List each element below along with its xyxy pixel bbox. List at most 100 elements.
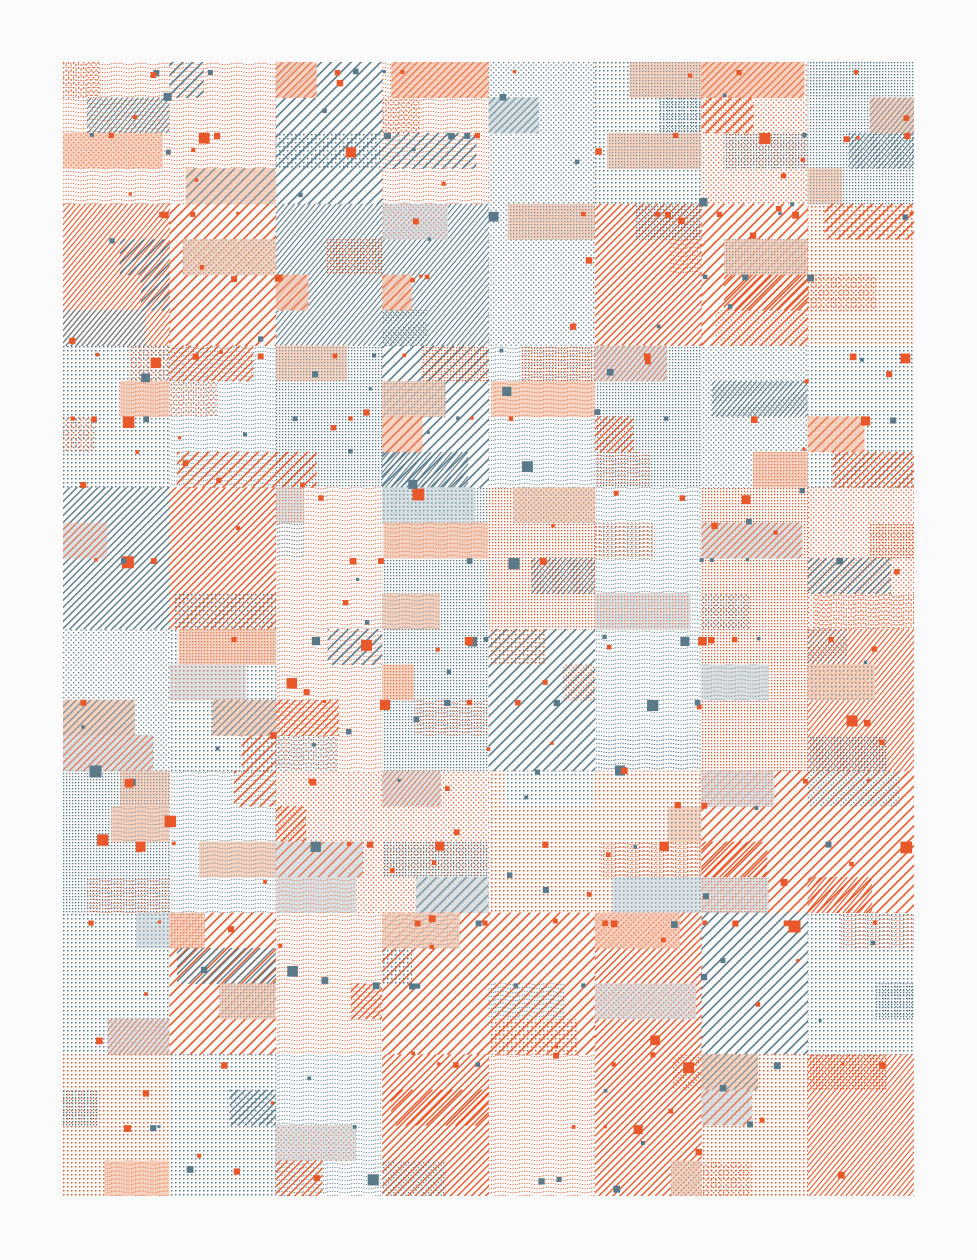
square-marker xyxy=(539,558,547,565)
square-marker xyxy=(231,276,238,283)
square-marker xyxy=(198,132,210,144)
square-marker xyxy=(727,304,733,309)
pattern-cell xyxy=(594,345,702,488)
square-marker xyxy=(570,323,577,330)
pattern-cell xyxy=(594,203,702,346)
pattern-cell xyxy=(807,62,914,205)
square-marker xyxy=(186,1166,194,1173)
pattern-cell xyxy=(594,487,702,630)
square-marker xyxy=(694,699,701,706)
square-marker xyxy=(606,644,612,650)
square-marker xyxy=(157,920,161,924)
square-marker xyxy=(716,211,722,217)
square-marker xyxy=(355,577,360,581)
square-marker xyxy=(699,558,704,563)
square-marker xyxy=(95,352,100,357)
square-marker xyxy=(310,841,321,852)
square-marker xyxy=(751,416,758,423)
square-marker xyxy=(300,482,305,488)
square-marker xyxy=(475,1062,481,1067)
square-marker xyxy=(506,872,513,878)
square-marker xyxy=(585,257,593,264)
square-marker xyxy=(731,637,738,643)
square-marker xyxy=(426,431,430,434)
square-marker xyxy=(611,1062,616,1067)
pattern-cell xyxy=(701,203,809,346)
square-marker xyxy=(233,1168,240,1175)
square-marker xyxy=(408,479,418,489)
square-marker xyxy=(346,841,352,846)
pattern-cell xyxy=(701,912,809,1055)
square-marker xyxy=(135,450,140,454)
square-marker xyxy=(799,488,805,494)
pattern-cell xyxy=(382,1054,489,1196)
square-marker xyxy=(678,217,685,224)
square-marker xyxy=(150,558,157,564)
square-marker xyxy=(483,637,489,642)
square-marker xyxy=(538,1178,545,1185)
square-marker xyxy=(435,841,445,851)
square-marker xyxy=(164,815,176,828)
square-marker xyxy=(194,178,199,182)
square-marker xyxy=(142,1090,150,1097)
square-marker xyxy=(499,94,507,101)
square-marker xyxy=(80,482,87,489)
square-marker xyxy=(368,387,372,391)
square-marker xyxy=(163,92,172,101)
square-marker xyxy=(655,211,660,217)
square-marker xyxy=(444,699,451,707)
square-marker xyxy=(595,148,602,155)
square-marker xyxy=(287,966,298,977)
square-marker xyxy=(314,1175,320,1182)
square-marker xyxy=(88,920,94,926)
square-marker xyxy=(382,70,386,74)
pattern-cell xyxy=(807,1054,914,1196)
square-marker xyxy=(352,68,359,75)
square-marker xyxy=(747,1121,754,1128)
square-marker xyxy=(621,767,628,774)
square-marker xyxy=(486,747,491,751)
square-marker xyxy=(656,324,661,329)
square-marker xyxy=(659,841,669,851)
square-marker xyxy=(866,778,870,782)
square-marker xyxy=(849,861,854,867)
pattern-cell xyxy=(275,487,383,630)
square-marker xyxy=(508,416,514,421)
square-marker xyxy=(95,1037,103,1045)
square-marker xyxy=(699,198,708,207)
square-marker xyxy=(263,880,267,884)
square-marker xyxy=(709,558,714,562)
square-marker xyxy=(192,353,199,360)
square-marker xyxy=(696,704,702,710)
square-marker xyxy=(894,569,900,575)
pattern-cell xyxy=(169,487,277,630)
square-marker xyxy=(402,353,406,358)
square-marker xyxy=(664,211,671,218)
square-marker xyxy=(755,1002,761,1007)
square-marker xyxy=(445,786,450,791)
square-marker xyxy=(773,1062,781,1070)
square-marker xyxy=(389,868,395,874)
square-marker xyxy=(128,192,132,196)
pattern-cell xyxy=(701,62,809,205)
square-marker xyxy=(466,558,473,564)
square-marker xyxy=(515,699,521,706)
square-marker xyxy=(586,892,592,897)
pattern-cell xyxy=(169,629,277,772)
square-marker xyxy=(594,409,601,415)
pattern-cell xyxy=(594,770,702,913)
square-marker xyxy=(879,739,885,746)
square-marker xyxy=(711,522,718,530)
square-marker xyxy=(870,940,875,946)
square-marker xyxy=(216,477,222,483)
square-marker xyxy=(162,211,169,219)
square-marker xyxy=(221,1062,228,1069)
pattern-cell xyxy=(63,770,170,913)
square-marker xyxy=(150,357,161,368)
square-marker xyxy=(199,265,205,270)
pattern-cell xyxy=(807,770,914,913)
square-marker xyxy=(644,353,651,361)
square-marker xyxy=(346,729,352,735)
square-marker xyxy=(361,639,372,651)
square-marker xyxy=(397,778,401,782)
